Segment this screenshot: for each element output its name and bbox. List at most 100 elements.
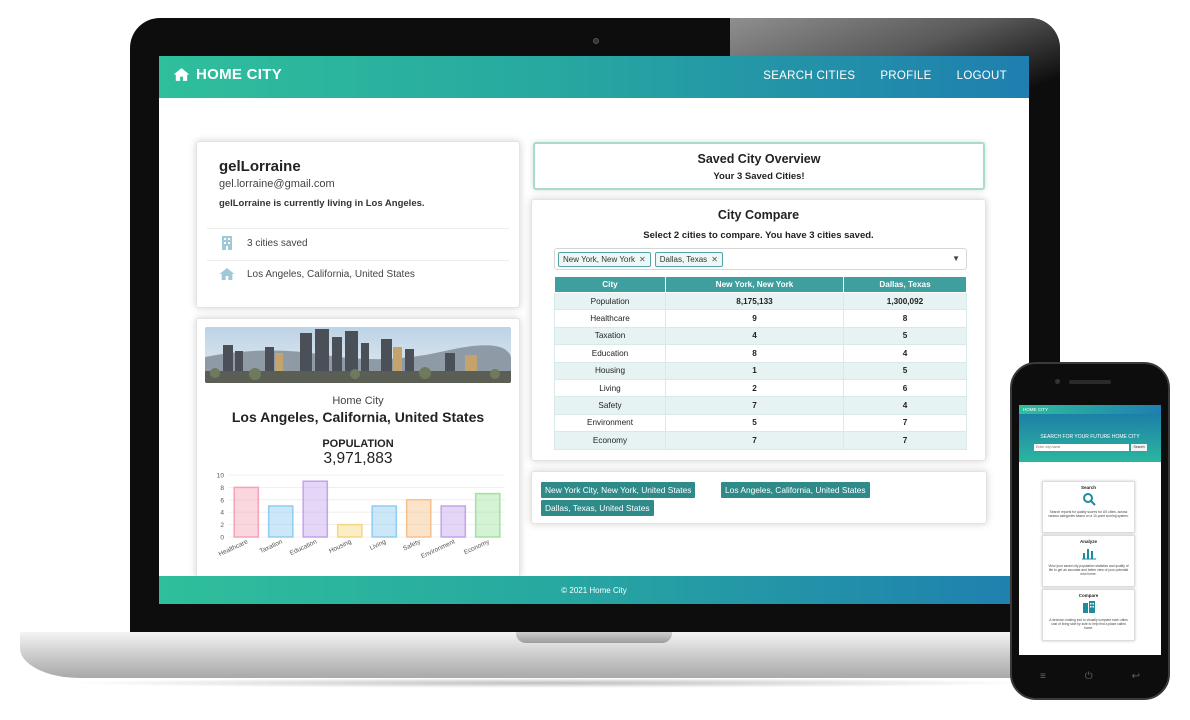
table-cell: 9: [665, 309, 844, 328]
table-cell: 8: [843, 309, 967, 328]
saved-city-overview: Saved City Overview Your 3 Saved Cities!: [533, 142, 985, 190]
column-header: New York, New York: [665, 276, 844, 293]
table-cell: 4: [665, 326, 844, 346]
mobile-hero-title: SEARCH FOR YOUR FUTURE HOME CITY: [1040, 434, 1140, 440]
close-icon[interactable]: ✕: [639, 254, 646, 264]
table-row: Living 2 6: [554, 378, 967, 398]
bar-chart-icon: [1082, 549, 1096, 560]
phone-speaker: [1069, 380, 1111, 384]
laptop-screen: HOME CITY SEARCH CITIES PROFILE LOGOUT g…: [159, 56, 1029, 604]
profile-card: gelLorraine gel.lorraine@gmail.com gelLo…: [196, 141, 520, 308]
overview-subtitle: Your 3 Saved Cities!: [713, 171, 805, 182]
current-city-text: Los Angeles, California, United States: [247, 268, 415, 280]
mobile-navbar: HOME CITY: [1019, 405, 1161, 414]
x-tick-label: Education: [289, 538, 319, 557]
city-compare-card: City Compare Select 2 cities to compare.…: [531, 199, 986, 461]
back-icon[interactable]: ↩: [1131, 670, 1140, 682]
laptop-shadow: [60, 678, 1040, 688]
phone-camera: [1055, 379, 1060, 384]
table-cell: 4: [843, 344, 967, 363]
table-cell: 5: [665, 413, 844, 433]
mobile-feature-card[interactable]: Analyze View your saved city population …: [1042, 535, 1135, 587]
row-label: Population: [554, 291, 666, 311]
mobile-feature-card[interactable]: Search Search reports for quality scores…: [1042, 481, 1135, 533]
table-row: Population 8,175,133 1,300,092: [554, 291, 967, 311]
table-cell: 1,300,092: [843, 291, 967, 311]
brand-logo[interactable]: HOME CITY: [173, 66, 282, 83]
y-tick-label: 4: [220, 510, 224, 517]
bar-housing: [336, 523, 363, 538]
row-label: Healthcare: [554, 309, 666, 328]
compare-table: City New York, New York Dallas, Texas Po…: [554, 276, 967, 450]
city-skyline-image: [205, 327, 511, 383]
selected-city-chip[interactable]: Dallas, Texas ✕: [654, 251, 723, 267]
home-city-name: Los Angeles, California, United States: [231, 409, 485, 425]
table-row: Healthcare 9 8: [554, 309, 967, 328]
table-row: Taxation 4 5: [554, 326, 967, 346]
saved-city-tag[interactable]: Dallas, Texas, United States: [541, 500, 654, 516]
home-icon: [173, 68, 190, 81]
x-tick-label: Housing: [328, 538, 353, 555]
table-cell: 6: [843, 378, 967, 398]
saved-cities-card: New York City, New York, United States L…: [531, 471, 987, 524]
mobile-search-input[interactable]: Enter city name: [1034, 444, 1129, 451]
laptop-camera: [593, 38, 599, 44]
nav-logout[interactable]: LOGOUT: [956, 70, 1007, 82]
x-tick-label: Environment: [420, 538, 456, 560]
mobile-search-button[interactable]: Search: [1131, 444, 1147, 451]
close-icon[interactable]: ✕: [711, 254, 718, 264]
table-cell: 4: [843, 396, 967, 415]
mobile-feature-card[interactable]: Compare A decision making tool to visual…: [1042, 589, 1135, 641]
nav-links: SEARCH CITIES PROFILE LOGOUT: [763, 70, 1007, 82]
table-row: Safety 7 4: [554, 396, 967, 415]
table-cell: 7: [843, 431, 967, 450]
nav-search-cities[interactable]: SEARCH CITIES: [763, 70, 856, 82]
row-label: Safety: [554, 396, 666, 415]
population-value: 3,971,883: [323, 450, 393, 467]
y-tick-label: 2: [220, 522, 224, 529]
bar-living: [371, 505, 398, 538]
mobile-brand[interactable]: HOME CITY: [1023, 407, 1049, 412]
brand-name: HOME CITY: [196, 66, 283, 83]
x-tick-label: Safety: [402, 538, 422, 552]
x-tick-label: Economy: [463, 538, 491, 556]
home-city-label: Home City: [332, 395, 384, 407]
profile-email: gel.lorraine@gmail.com: [219, 178, 335, 190]
bar-safety: [405, 499, 432, 538]
bar-taxation: [267, 505, 294, 538]
menu-icon[interactable]: ≡: [1040, 670, 1046, 682]
x-tick-label: Living: [369, 538, 388, 552]
saved-city-tag[interactable]: New York City, New York, United States: [541, 482, 696, 498]
table-cell: 8,175,133: [665, 291, 844, 311]
phone-screen: HOME CITY SEARCH FOR YOUR FUTURE HOME CI…: [1019, 405, 1161, 655]
current-city-row: Los Angeles, California, United States: [219, 266, 415, 282]
feature-title: Analyze: [1079, 539, 1097, 544]
saved-city-tag[interactable]: Los Angeles, California, United States: [721, 482, 870, 498]
divider: [207, 228, 509, 229]
table-cell: 8: [665, 344, 844, 363]
y-tick-label: 0: [220, 535, 224, 542]
profile-username: gelLorraine: [219, 158, 301, 175]
y-tick-label: 6: [220, 497, 224, 504]
row-label: Environment: [554, 413, 666, 433]
selected-city-chip[interactable]: New York, New York ✕: [558, 251, 651, 267]
caret-down-icon[interactable]: ▼: [952, 254, 960, 263]
population-label: POPULATION: [322, 438, 394, 450]
city-multiselect[interactable]: New York, New York ✕ Dallas, Texas ✕ ▼: [554, 248, 967, 270]
feature-title: Compare: [1078, 593, 1099, 598]
nav-profile[interactable]: PROFILE: [880, 70, 932, 82]
footer: © 2021 Home City: [159, 576, 1029, 604]
bar-education: [302, 480, 329, 538]
column-header: Dallas, Texas: [843, 276, 967, 293]
table-cell: 2: [665, 378, 844, 398]
bar-economy: [474, 492, 501, 538]
power-icon[interactable]: ⏻: [1084, 670, 1093, 682]
x-tick-label: Taxation: [259, 538, 284, 555]
chip-label: Dallas, Texas: [659, 254, 708, 264]
chip-label: New York, New York: [563, 254, 636, 264]
compare-title: City Compare: [717, 208, 800, 222]
feature-title: Search: [1080, 485, 1096, 490]
row-label: Education: [554, 344, 666, 363]
